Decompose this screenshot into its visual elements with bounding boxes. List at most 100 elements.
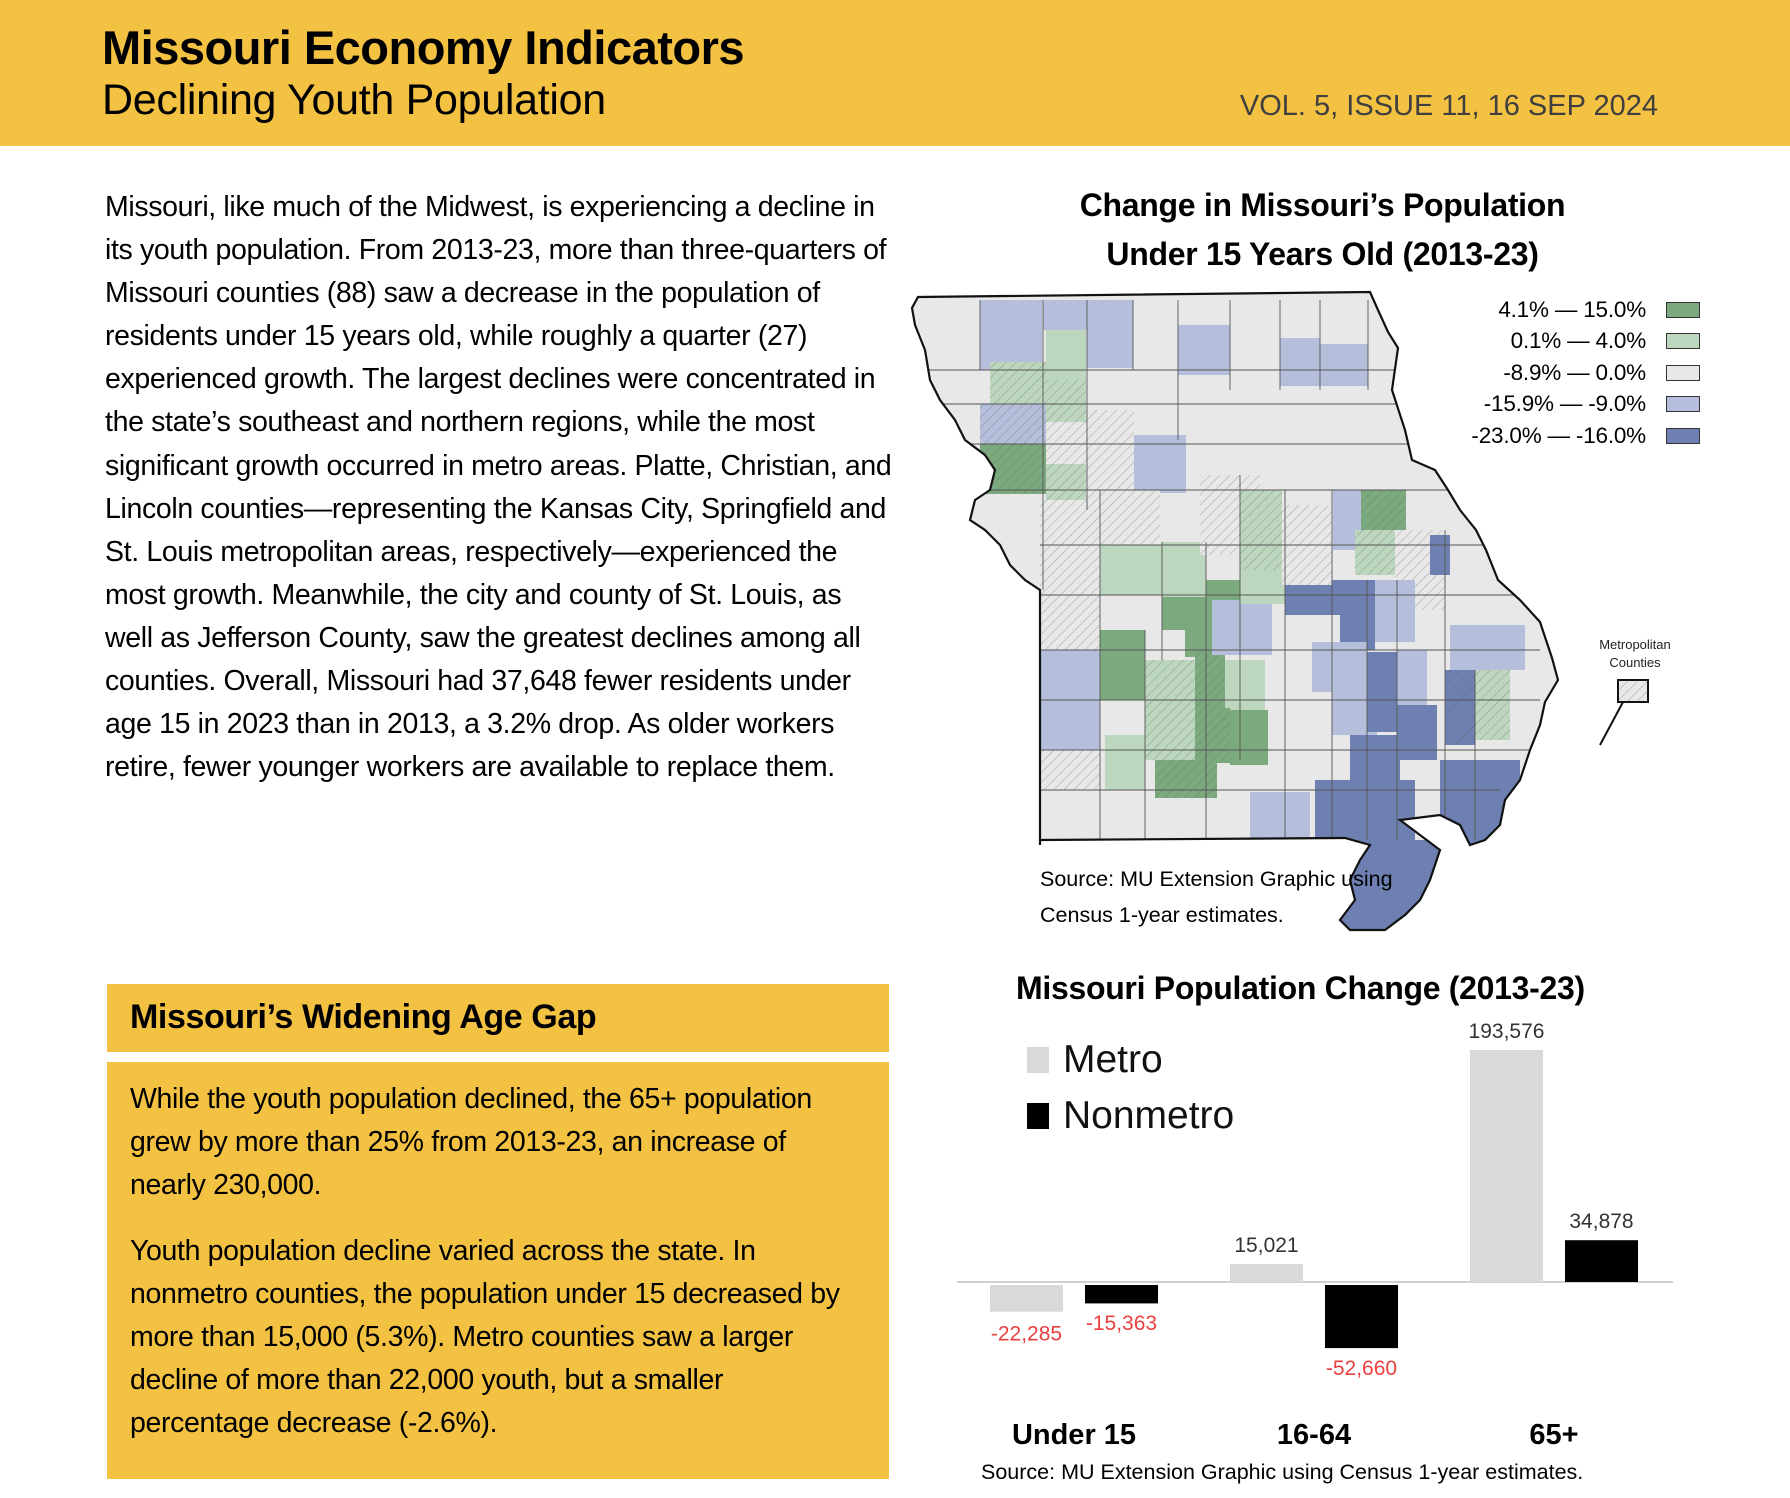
- metro-label-line-2: Counties: [1609, 655, 1661, 670]
- metro-hatch: [1100, 490, 1160, 545]
- metro-hatch: [980, 404, 1046, 444]
- metro-hatch: [1475, 670, 1510, 740]
- county: [980, 300, 1042, 370]
- category-label: 16-64: [1277, 1419, 1351, 1450]
- data-label: -15,363: [1086, 1312, 1157, 1335]
- legend-swatch-metro: [1027, 1047, 1049, 1073]
- county: [1230, 710, 1268, 765]
- legend-swatch-nonmetro: [1027, 1103, 1049, 1129]
- county: [1280, 338, 1320, 386]
- bar-metro-1: [1230, 1263, 1303, 1282]
- county: [1250, 792, 1310, 842]
- metro-leader-line: [1599, 701, 1624, 746]
- newsletter-title: Missouri Economy Indicators: [102, 21, 745, 74]
- metro-hatch: [1040, 500, 1100, 650]
- county: [1430, 535, 1450, 575]
- data-label: -52,660: [1326, 1357, 1397, 1380]
- legend-item: -15.9% — -9.0%: [1380, 389, 1700, 421]
- legend-label: 0.1% — 4.0%: [1510, 328, 1647, 354]
- legend-label: -15.9% — -9.0%: [1483, 391, 1646, 417]
- county: [1397, 650, 1427, 705]
- issue-info: VOL. 5, ISSUE 11, 16 SEP 2024: [1239, 90, 1658, 122]
- county: [1375, 580, 1415, 642]
- age-gap-heading: Missouri’s Widening Age Gap: [130, 998, 597, 1036]
- intro-paragraph: Missouri, like much of the Midwest, is e…: [105, 191, 892, 784]
- legend-item: 4.1% — 15.0%: [1380, 294, 1700, 326]
- county: [1340, 580, 1375, 650]
- missouri-county-map: [900, 280, 1790, 940]
- county: [1397, 705, 1437, 760]
- metro-hatch: [1046, 380, 1086, 422]
- legend-swatch: [1666, 364, 1700, 381]
- bar-metro-2: [1470, 1050, 1543, 1282]
- metro-hatch: [1155, 760, 1217, 798]
- intro-article: Missouri, like much of the Midwest, is e…: [105, 186, 895, 789]
- metro-hatch: [1355, 530, 1395, 575]
- county: [1134, 435, 1186, 493]
- metro-hatch: [1040, 750, 1100, 790]
- bar-metro-0: [990, 1285, 1063, 1312]
- county: [1162, 542, 1206, 597]
- metro-hatch: [1195, 650, 1225, 708]
- legend-label: -8.9% — 0.0%: [1503, 359, 1646, 385]
- county: [1100, 630, 1145, 700]
- state-outline: [910, 290, 1560, 932]
- metro-hatch: [1046, 422, 1086, 464]
- metro-hatch: [1195, 708, 1230, 763]
- bar-nonmetro-1: [1325, 1285, 1398, 1349]
- county: [1367, 780, 1415, 842]
- data-label: 34,878: [1569, 1210, 1633, 1233]
- county: [1178, 325, 1230, 375]
- county: [1450, 625, 1525, 670]
- county: [1043, 300, 1087, 330]
- metro-hatch: [1445, 670, 1475, 745]
- legend-swatch: [1666, 333, 1700, 350]
- legend-label: -23.0% — -16.0%: [1471, 422, 1646, 448]
- county: [1105, 735, 1145, 790]
- county: [1212, 600, 1272, 655]
- county: [1440, 760, 1520, 850]
- map-source-line-1: Source: MU Extension Graphic using: [1040, 867, 1393, 891]
- legend-item: 0.1% — 4.0%: [1380, 326, 1700, 358]
- category-label: Under 15: [1012, 1419, 1136, 1450]
- map-title-line-2: Under 15 Years Old (2013-23): [1106, 236, 1539, 272]
- data-label: 193,576: [1469, 1020, 1545, 1043]
- legend-swatch: [1666, 427, 1700, 444]
- county: [1315, 780, 1367, 842]
- map-legend: 4.1% — 15.0% 0.1% — 4.0% -8.9% — 0.0% -1…: [1380, 294, 1700, 452]
- county: [1046, 330, 1086, 380]
- masthead: Missouri Economy Indicators Declining Yo…: [0, 0, 1790, 146]
- county: [1285, 580, 1340, 615]
- metro-hatch: [1086, 410, 1134, 450]
- county: [1320, 344, 1368, 386]
- county: [1145, 630, 1185, 660]
- map-title: Change in Missouri’s Population Under 15…: [1000, 181, 1645, 279]
- map-title-line-1: Change in Missouri’s Population: [1079, 187, 1566, 223]
- metro-legend-hatch: [1618, 680, 1648, 702]
- county: [1350, 735, 1400, 780]
- chart-title: Missouri Population Change (2013-23): [1016, 970, 1585, 1006]
- age-gap-paragraph-1: While the youth population declined, the…: [130, 1083, 812, 1201]
- legend-item-nonmetro: Nonmetro: [1027, 1088, 1234, 1144]
- legend-item: -8.9% — 0.0%: [1380, 357, 1700, 389]
- legend-label-metro: Metro: [1063, 1038, 1163, 1081]
- age-gap-heading-bar: Missouri’s Widening Age Gap: [107, 984, 889, 1052]
- county-borders: [912, 300, 1540, 840]
- metro-hatch: [990, 362, 1046, 404]
- map-svg: [910, 290, 1649, 932]
- age-gap-callout: While the youth population declined, the…: [107, 1062, 889, 1479]
- legend-item-metro: Metro: [1027, 1032, 1234, 1088]
- legend-swatch: [1666, 396, 1700, 413]
- category-label: 65+: [1529, 1419, 1578, 1450]
- data-label: -22,285: [991, 1323, 1062, 1346]
- issue-topic: Declining Youth Population: [102, 76, 606, 124]
- population-change-chart: -22,285 -15,363 Under 15 15,021 -52,660 16-64…: [957, 1020, 1673, 1450]
- county: [1367, 652, 1397, 732]
- metro-hatch: [1145, 660, 1195, 710]
- age-gap-paragraph-2: Youth population decline varied across t…: [130, 1235, 840, 1439]
- bar-nonmetro-2: [1565, 1240, 1638, 1282]
- metro-hatch: [1361, 490, 1406, 530]
- legend-item: -23.0% — -16.0%: [1380, 420, 1700, 452]
- metro-hatch: [1240, 490, 1282, 570]
- map-source-note: Source: MU Extension Graphic using Censu…: [1040, 861, 1393, 933]
